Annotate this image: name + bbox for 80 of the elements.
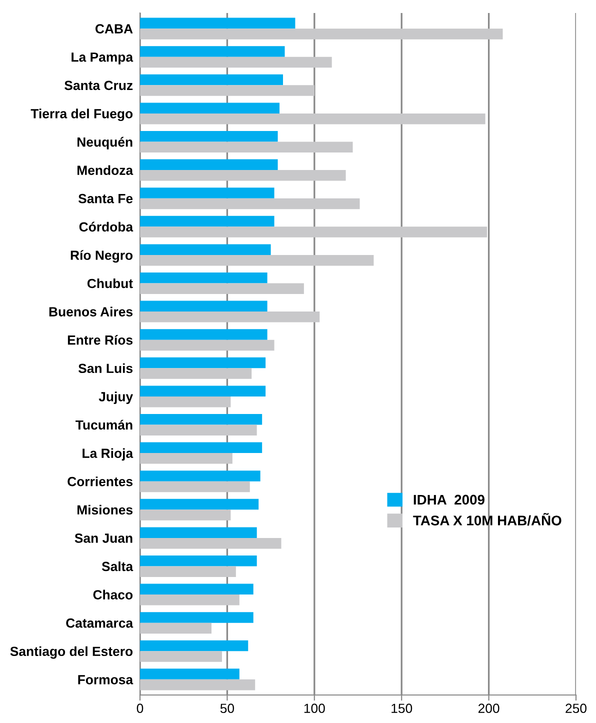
- bar: [140, 226, 488, 238]
- bar: [140, 28, 503, 40]
- bar: [140, 555, 257, 566]
- bar: [140, 396, 231, 408]
- bar: [140, 244, 271, 255]
- y-tick-label: La Rioja: [82, 448, 134, 461]
- y-tick-label: Salta: [102, 561, 134, 572]
- bar: [140, 584, 254, 595]
- x-tick-label: 150: [392, 704, 412, 714]
- x-tick-label: 50: [220, 704, 234, 714]
- bar: [140, 254, 374, 266]
- y-tick-label: Río Negro: [70, 250, 133, 263]
- y-tick-label: Tucumán: [76, 420, 132, 430]
- bar: [140, 18, 296, 29]
- bar: [140, 538, 282, 549]
- bar: [140, 679, 256, 690]
- y-tick-label: San Juan: [74, 534, 132, 543]
- x-tick-label: 100: [304, 704, 325, 714]
- bar: [140, 622, 212, 634]
- bar: [140, 74, 284, 86]
- x-tick-label: 200: [478, 704, 500, 714]
- bar: [140, 453, 232, 464]
- legend-label: IDHA 2009: [414, 494, 484, 505]
- bar: [140, 442, 262, 454]
- y-tick-label: Chubut: [87, 278, 133, 288]
- y-tick-label: Catamarca: [66, 618, 134, 628]
- bar: [140, 527, 257, 538]
- y-tick-label: Neuquén: [78, 136, 132, 150]
- y-tick-label: Corrientes: [68, 476, 133, 486]
- x-tick-label: 0: [136, 704, 144, 714]
- bar: [140, 46, 285, 57]
- bar: [140, 142, 353, 153]
- bar: [140, 414, 262, 425]
- y-tick-label: Buenos Aires: [49, 306, 133, 316]
- bar: [140, 594, 240, 606]
- legend-label: TASA X 10M HAB/AÑO: [413, 512, 562, 526]
- bar: [140, 566, 236, 577]
- bar: [140, 668, 240, 680]
- bar: [140, 329, 268, 340]
- bar: [140, 640, 248, 652]
- y-tick-label: San Luis: [78, 363, 133, 374]
- bar: [140, 56, 332, 68]
- y-tick-label: Misiones: [77, 504, 133, 515]
- bar: [140, 113, 486, 124]
- bar: [140, 481, 250, 492]
- y-tick-label: Tierra del Fuego: [30, 108, 133, 122]
- bar: [140, 612, 254, 623]
- bar: [140, 198, 360, 210]
- bar: [140, 300, 268, 312]
- bar: [140, 498, 259, 510]
- bar: [140, 470, 260, 482]
- y-tick-label: Jujuy: [98, 392, 133, 404]
- bar: [140, 159, 278, 170]
- bar: [140, 368, 252, 379]
- bar: [140, 340, 274, 351]
- bar: [140, 131, 278, 142]
- y-tick-label: Santiago del Estero: [10, 646, 133, 659]
- y-tick-label: Formosa: [78, 675, 134, 684]
- bar: [140, 357, 266, 368]
- bar: [140, 188, 274, 198]
- bar: [140, 424, 257, 436]
- bar: [140, 386, 266, 396]
- y-tick-label: Santa Cruz: [64, 80, 133, 90]
- bar: [140, 312, 320, 322]
- bar: [140, 283, 304, 294]
- bar: [140, 510, 231, 520]
- bar: [140, 170, 346, 181]
- y-tick-label: CABA: [95, 24, 133, 34]
- y-tick-label: Entre Ríos: [68, 334, 133, 345]
- bar: [140, 85, 314, 96]
- y-tick-label: La Pampa: [72, 52, 134, 64]
- bar: [140, 216, 274, 227]
- bar: [140, 272, 268, 284]
- bar: [140, 102, 280, 114]
- x-tick-label: 250: [566, 704, 586, 714]
- y-tick-label: Santa Fe: [78, 194, 133, 204]
- y-tick-label: Mendoza: [78, 165, 134, 175]
- y-tick-label: Chaco: [93, 590, 133, 600]
- bar: [140, 651, 222, 662]
- y-tick-label: Córdoba: [79, 222, 134, 232]
